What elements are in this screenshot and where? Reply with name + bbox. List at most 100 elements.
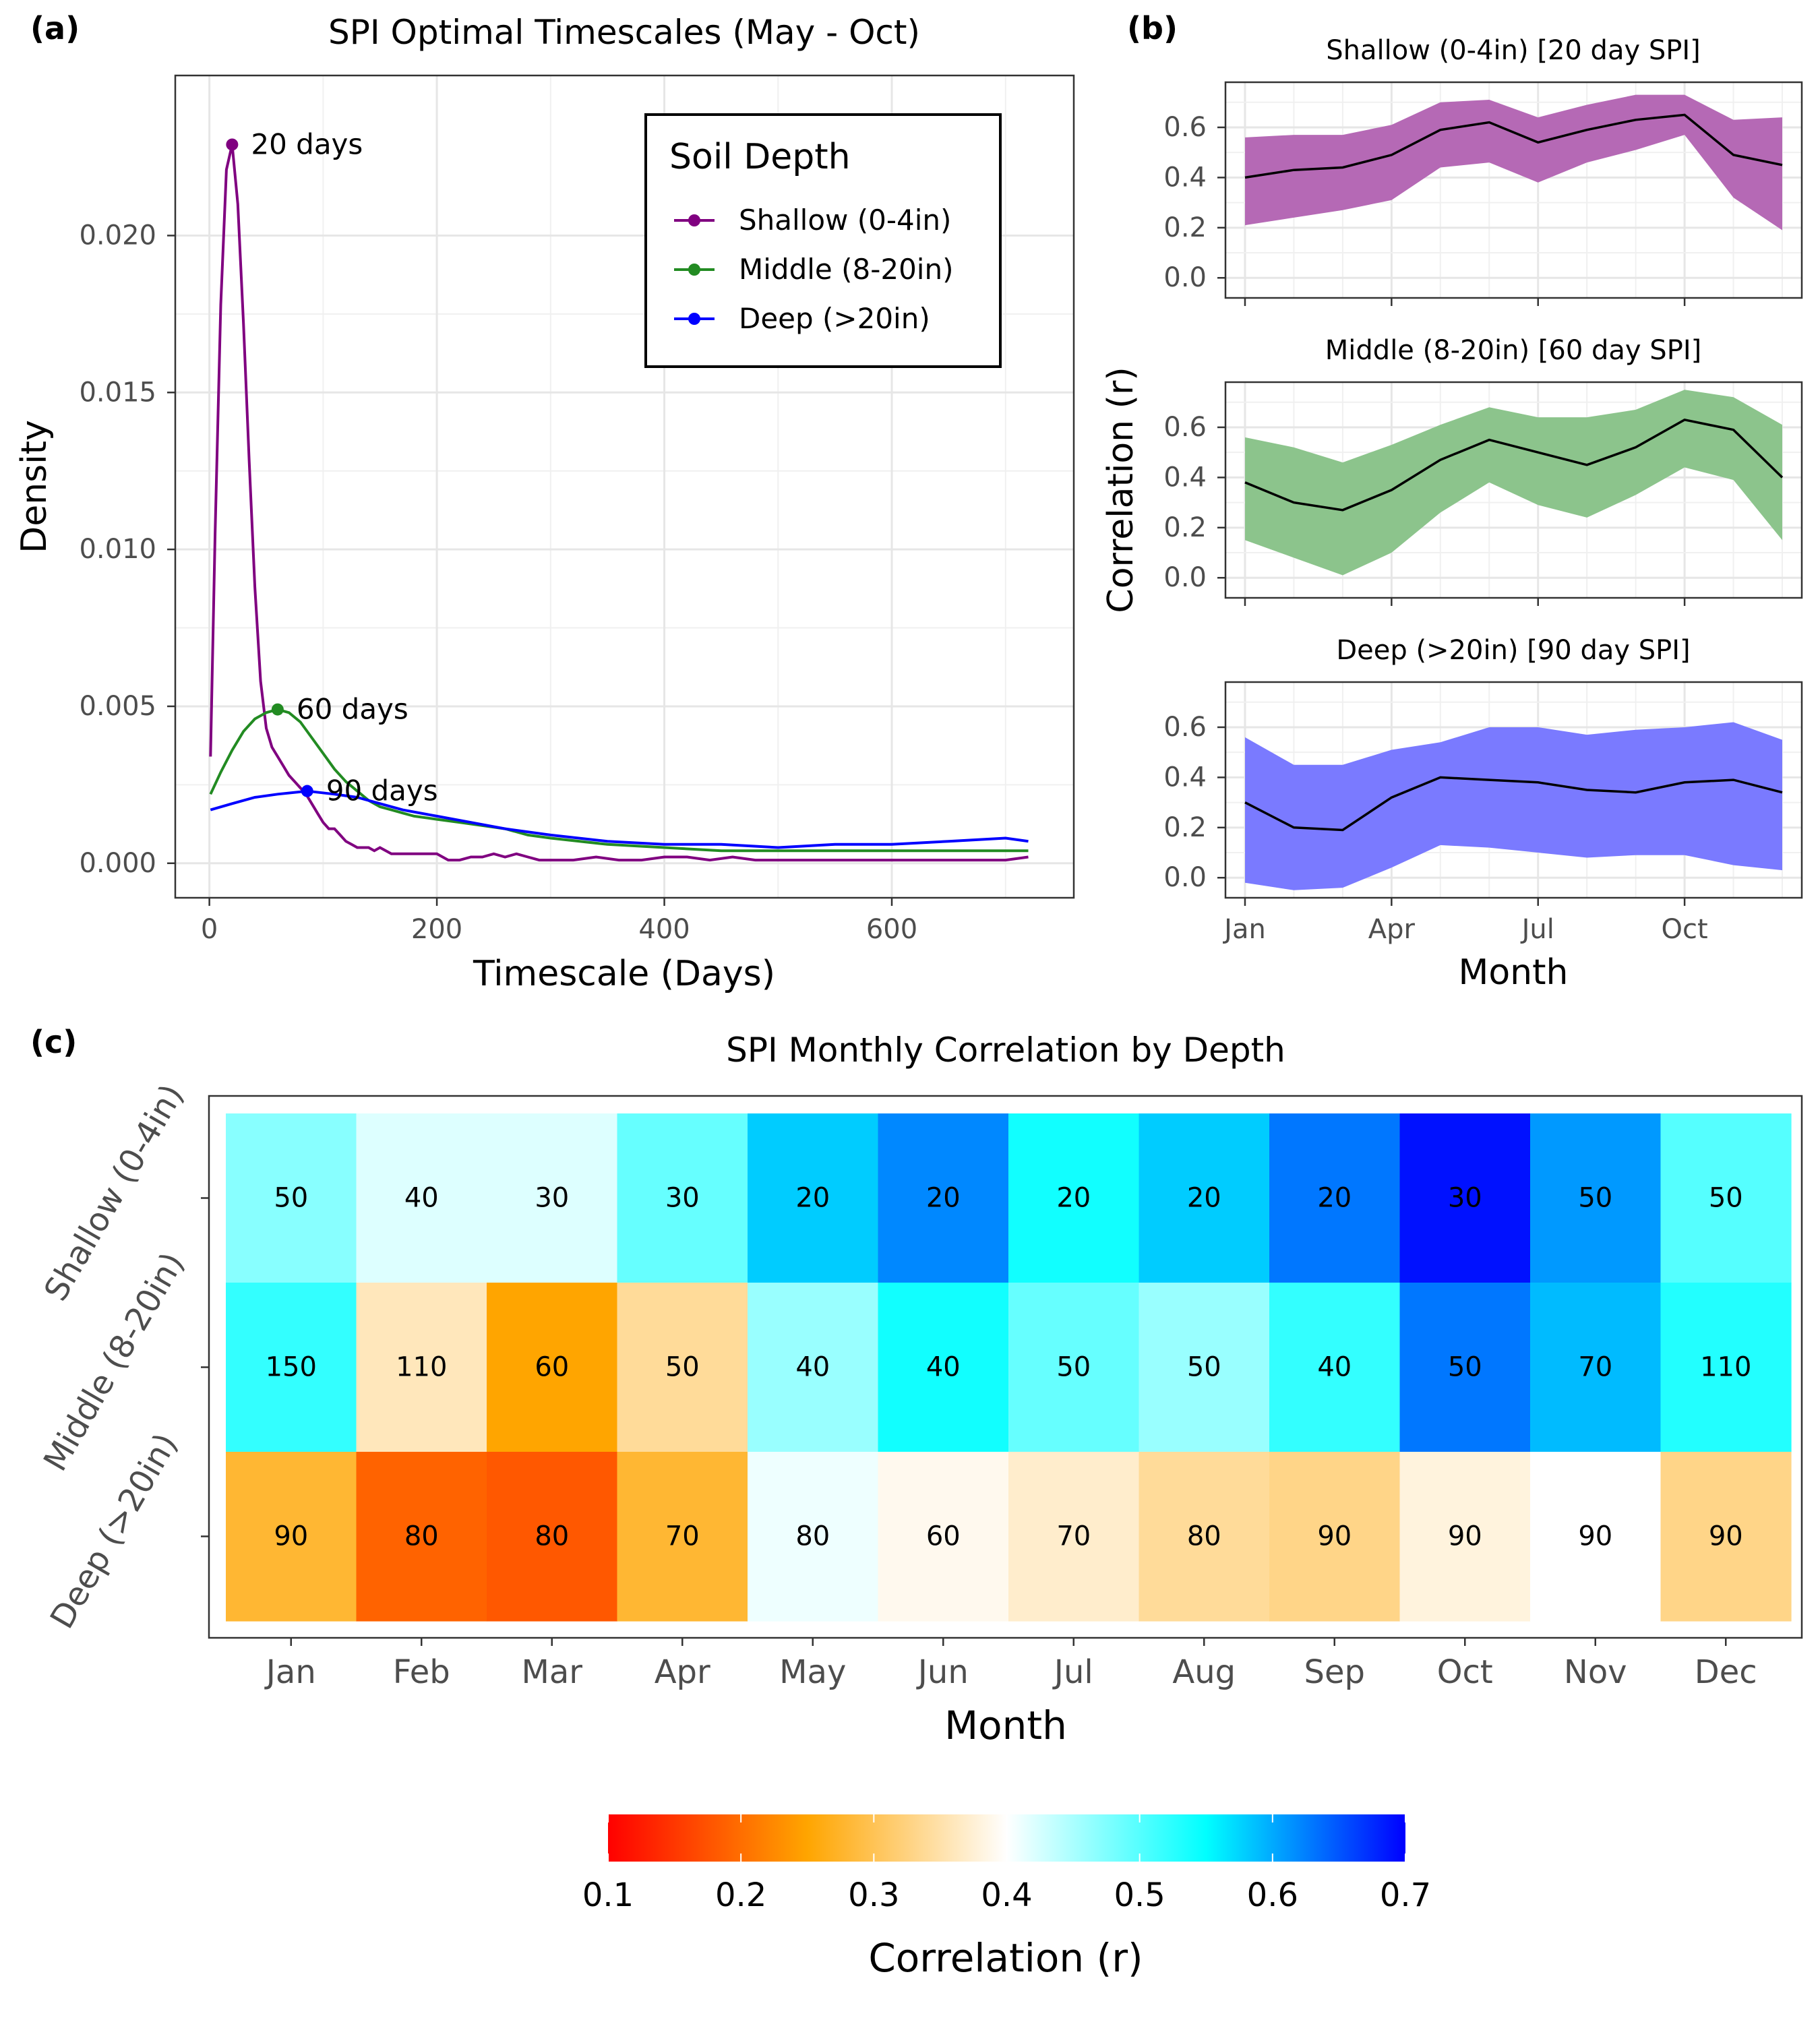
heatmap-cell-label: 20	[1317, 1183, 1352, 1214]
heatmap-cell-shallow-mar	[487, 1113, 618, 1283]
heatmap-cell-label: 30	[1448, 1183, 1482, 1214]
confidence-band-shallow	[1245, 94, 1782, 231]
heatmap-cell-deep-dec	[1660, 1452, 1792, 1622]
heatmap-cell-label: 50	[1709, 1183, 1743, 1214]
x-tick-label-feb: Feb	[393, 1653, 450, 1691]
heatmap-cell-label: 90	[1709, 1521, 1743, 1552]
x-tick-label-sep: Sep	[1304, 1653, 1365, 1691]
heatmap-cell-label: 60	[926, 1521, 961, 1552]
colorbar-tick-label: 0.4	[981, 1876, 1032, 1914]
x-tick-label-jul: Jul	[1520, 914, 1554, 945]
x-tick-label-oct: Oct	[1437, 1653, 1493, 1691]
legend-box	[644, 113, 1002, 368]
peak-point-middle	[271, 703, 284, 716]
heatmap-cell-middle-oct	[1399, 1283, 1531, 1452]
x-tick-label-dec: Dec	[1695, 1653, 1757, 1691]
heatmap-cell-deep-sep	[1269, 1452, 1401, 1622]
heatmap-cell-shallow-aug	[1139, 1113, 1270, 1283]
heatmap-cell-deep-feb	[356, 1452, 487, 1622]
heatmap-cell-shallow-nov	[1530, 1113, 1662, 1283]
heatmap-cell-label: 50	[1187, 1352, 1221, 1383]
panel-a-x-axis-label: Timescale (Days)	[473, 954, 775, 994]
y-tick-label-0.4: 0.4	[1163, 462, 1207, 493]
heatmap-cell-shallow-may	[748, 1113, 879, 1283]
subpanel-border-middle	[1224, 381, 1803, 599]
x-tick-label-nov: Nov	[1564, 1653, 1627, 1691]
confidence-band-deep	[1245, 722, 1782, 890]
heatmap-cell-label: 80	[535, 1521, 569, 1552]
heatmap-cell-label: 50	[1448, 1352, 1482, 1383]
peak-point-deep	[301, 785, 313, 797]
heatmap-cell-shallow-jul	[1008, 1113, 1140, 1283]
peak-label-shallow: 20 days	[251, 127, 363, 160]
heatmap-cell-label: 60	[535, 1352, 569, 1383]
heatmap-cell-middle-sep	[1269, 1283, 1401, 1452]
legend-label-middle: Middle (8-20in)	[739, 253, 953, 286]
y-tick-label-0.2: 0.2	[1163, 512, 1207, 543]
y-tick-label-0.015: 0.015	[79, 377, 156, 408]
heatmap-cell-shallow-dec	[1660, 1113, 1792, 1283]
panel-a-y-axis-label: Density	[14, 420, 55, 553]
peak-label-middle: 60 days	[297, 693, 408, 726]
panel-a-x-ticks: 0 200 400 600	[201, 898, 917, 945]
panel-a-density-chart: SPI Optimal Timescales (May - Oct) 20 da…	[14, 13, 1075, 994]
subpanel-title-deep: Deep (>20in) [90 day SPI]	[1336, 635, 1690, 666]
series-line-shallow	[209, 144, 1029, 862]
x-tick-label-jan: Jan	[1222, 914, 1266, 945]
y-tick-label-0.4: 0.4	[1163, 162, 1207, 193]
y-tick-label-0.010: 0.010	[79, 534, 156, 565]
mean-line-deep	[1244, 776, 1783, 832]
heatmap-cell-label: 20	[1056, 1183, 1091, 1214]
series-line-deep	[210, 789, 1029, 849]
heatmap-cell-shallow-apr	[617, 1113, 748, 1283]
subpanel-middle: Middle (8-20in) [60 day SPI] 0.0 0.2 0.4…	[1163, 335, 1803, 606]
heatmap-cell-deep-aug	[1139, 1452, 1270, 1622]
y-tick-label-0.6: 0.6	[1163, 412, 1207, 443]
legend-key-dot-shallow	[688, 214, 700, 226]
heatmap-cell-deep-jun	[878, 1452, 1009, 1622]
heatmap-cell-label: 40	[1317, 1352, 1352, 1383]
y-tick-label-0.005: 0.005	[79, 691, 156, 722]
peak-point-shallow	[226, 138, 239, 151]
x-tick-label-jul: Jul	[1052, 1653, 1093, 1691]
legend-label-shallow: Shallow (0-4in)	[739, 204, 951, 237]
subpanel-title-middle: Middle (8-20in) [60 day SPI]	[1325, 335, 1701, 366]
x-tick-label-200: 200	[411, 914, 462, 945]
legend-key-dot-deep	[688, 313, 700, 325]
panel-c-heatmap: SPI Monthly Correlation by Depth 50 40 30 3…	[36, 1031, 1803, 1981]
panel-a-title: SPI Optimal Timescales (May - Oct)	[328, 13, 920, 52]
heatmap-cells: 50 40 30 30 20 20 20 20 20 30 50 50 150 110 60 50 40 40 50…	[226, 1113, 1792, 1622]
heatmap-cell-label: 90	[274, 1521, 308, 1552]
heatmap-cell-label: 20	[926, 1183, 961, 1214]
y-tick-label-0.6: 0.6	[1163, 112, 1207, 143]
legend-title: Soil Depth	[669, 137, 851, 177]
heatmap-cell-deep-apr	[617, 1452, 748, 1622]
heatmap-cell-shallow-jun	[878, 1113, 1009, 1283]
heatmap-cell-middle-feb	[356, 1283, 487, 1452]
heatmap-cell-deep-jan	[226, 1452, 357, 1622]
heatmap-cell-label: 40	[926, 1352, 961, 1383]
heatmap-cell-deep-nov	[1530, 1452, 1662, 1622]
y-tick-label-0.4: 0.4	[1163, 762, 1207, 793]
heatmap-cell-middle-jun	[878, 1283, 1009, 1452]
x-tick-label-oct: Oct	[1662, 914, 1708, 945]
mean-line-middle	[1244, 418, 1784, 512]
heatmap-cell-label: 80	[795, 1521, 830, 1552]
y-tick-label-0.2: 0.2	[1163, 212, 1207, 243]
heatmap-cell-label: 110	[1700, 1352, 1751, 1383]
panel-a-legend: Soil Depth Shallow (0-4in) Middle (8-20i…	[644, 113, 1002, 368]
legend-label-deep: Deep (>20in)	[739, 302, 930, 335]
subpanel-shallow: Shallow (0-4in) [20 day SPI] 0.0 0.2 0.4…	[1163, 35, 1803, 306]
heatmap-cell-shallow-sep	[1269, 1113, 1401, 1283]
heatmap-cell-label: 90	[1317, 1521, 1352, 1552]
x-tick-label-jan: Jan	[264, 1653, 316, 1691]
y-tick-label-0.6: 0.6	[1163, 712, 1207, 743]
colorbar: 0.1 0.2 0.3 0.4 0.5 0.6 0.7 Correlation (r)	[582, 1814, 1431, 1981]
heatmap-cell-label: 30	[535, 1183, 569, 1214]
panel-b-x-axis-label: Month	[1459, 952, 1569, 993]
heatmap-cell-label: 90	[1448, 1521, 1482, 1552]
heatmap-cell-middle-aug	[1139, 1283, 1270, 1452]
colorbar-tick-label: 0.1	[582, 1876, 634, 1914]
confidence-band-middle	[1245, 390, 1782, 576]
